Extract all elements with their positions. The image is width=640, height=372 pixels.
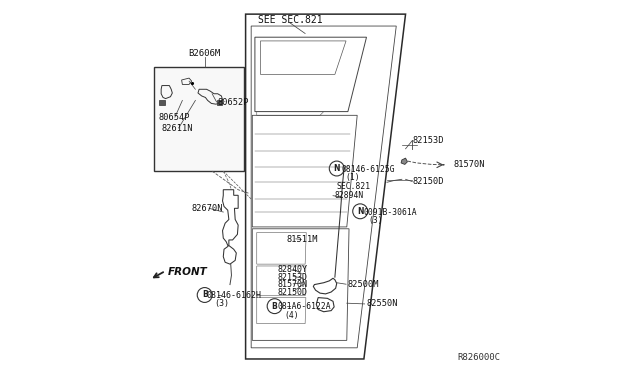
- Text: 82840Y: 82840Y: [277, 265, 307, 274]
- Text: 81570N: 81570N: [277, 280, 307, 289]
- Text: 0091B-3061A: 0091B-3061A: [364, 208, 417, 217]
- Bar: [159, 100, 165, 105]
- Text: 08146-6125G: 08146-6125G: [342, 165, 396, 174]
- Text: 82611N: 82611N: [162, 124, 193, 133]
- Text: (1): (1): [346, 173, 360, 182]
- Text: 82550N: 82550N: [367, 299, 398, 308]
- Text: 80652P: 80652P: [218, 98, 249, 107]
- Text: N: N: [357, 207, 364, 216]
- Text: 80654P: 80654P: [158, 113, 189, 122]
- Text: 82153D: 82153D: [412, 136, 444, 145]
- Text: 82670N: 82670N: [191, 204, 223, 213]
- Text: 82153D: 82153D: [277, 273, 307, 282]
- Text: B: B: [272, 302, 278, 311]
- Text: (3): (3): [214, 299, 229, 308]
- Text: FRONT: FRONT: [168, 267, 208, 276]
- Text: 82150D: 82150D: [412, 177, 444, 186]
- Bar: [216, 100, 222, 105]
- Text: N: N: [333, 164, 340, 173]
- Text: 82150D: 82150D: [277, 288, 307, 296]
- Text: 81570N: 81570N: [453, 160, 484, 169]
- Text: B2606M: B2606M: [189, 49, 221, 58]
- Polygon shape: [401, 158, 408, 164]
- Text: 08146-6162H: 08146-6162H: [207, 291, 262, 300]
- Text: R826000C: R826000C: [458, 353, 500, 362]
- Text: 82500M: 82500M: [348, 280, 380, 289]
- Text: SEE SEC.821: SEE SEC.821: [258, 16, 323, 25]
- Text: 81511M: 81511M: [287, 235, 318, 244]
- Text: 081A6-6122A: 081A6-6122A: [277, 302, 331, 311]
- Bar: [154, 67, 244, 171]
- Text: 82894N: 82894N: [335, 191, 364, 200]
- Text: B: B: [202, 291, 207, 299]
- Text: (3): (3): [369, 216, 383, 225]
- Text: SEC.821: SEC.821: [337, 182, 371, 191]
- Text: (4): (4): [285, 311, 300, 320]
